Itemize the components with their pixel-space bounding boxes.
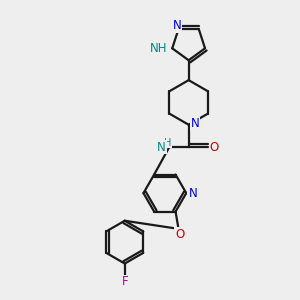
Text: N: N xyxy=(188,187,197,200)
Text: N: N xyxy=(172,19,182,32)
Text: NH: NH xyxy=(149,42,167,55)
Text: O: O xyxy=(175,228,184,241)
Text: O: O xyxy=(210,140,219,154)
Text: N: N xyxy=(157,140,166,154)
Text: H: H xyxy=(164,138,171,148)
Text: F: F xyxy=(122,275,128,289)
Text: N: N xyxy=(191,117,200,130)
